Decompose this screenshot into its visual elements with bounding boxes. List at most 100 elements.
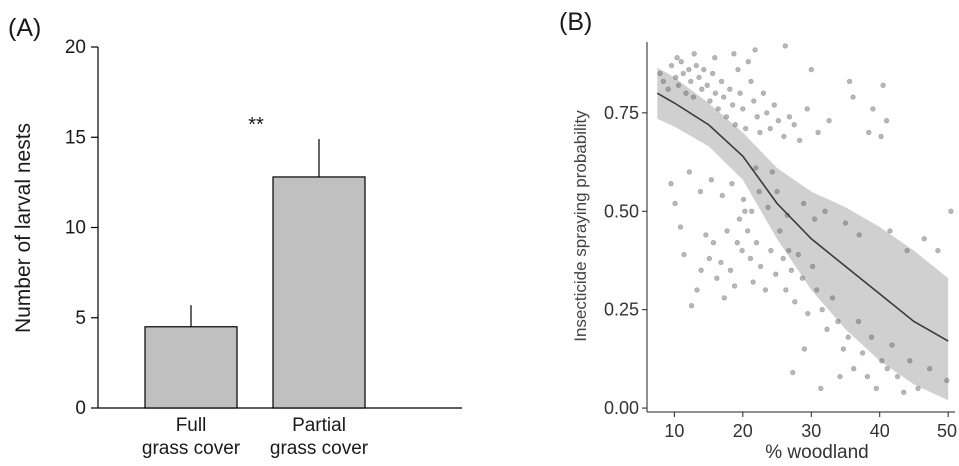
panel-b-point xyxy=(694,287,700,293)
panel-b-y-tick-label: 0.75 xyxy=(604,103,639,123)
panel-b-point xyxy=(926,366,933,372)
panel-a-y-axis-label: Number of larval nests xyxy=(12,123,35,333)
panel-a-bar xyxy=(272,176,366,409)
panel-b-point xyxy=(780,255,786,262)
panel-b-point xyxy=(732,121,738,128)
panel-b-y-tick-label: 0.00 xyxy=(604,398,639,418)
panel-b-point xyxy=(706,255,712,262)
panel-b-point xyxy=(740,196,747,203)
panel-b-point xyxy=(935,247,941,254)
panel-b-point xyxy=(712,54,718,61)
panel-b-point xyxy=(697,188,704,195)
panel-b-point xyxy=(710,240,717,246)
panel-b-point xyxy=(873,385,879,392)
panel-a-y-tick-label: 0 xyxy=(75,398,86,419)
panel-a-x-tick-label: Partial xyxy=(292,415,346,436)
panel-b-point xyxy=(788,267,795,273)
panel-b-point xyxy=(720,94,727,100)
panel-b-point xyxy=(709,70,716,77)
panel-b-x-tick-label: 50 xyxy=(937,421,957,441)
panel-b-point xyxy=(750,279,756,285)
panel-b-point xyxy=(944,377,950,384)
panel-b-point xyxy=(799,275,806,281)
panel-b-axes xyxy=(646,42,955,413)
panel-a-bars xyxy=(144,139,366,409)
panel-b-point xyxy=(822,208,828,215)
panel-b-point xyxy=(879,358,885,364)
panel-b-point xyxy=(782,43,788,49)
panel-a-x-tick-label: grass cover xyxy=(270,438,369,459)
panel-b-point xyxy=(708,177,714,183)
panel-b-point xyxy=(688,303,695,309)
panel-b-scatter-chart: (B) Insecticide spraying probability % w… xyxy=(559,8,957,463)
panel-b-point xyxy=(785,247,792,254)
panel-b-point xyxy=(775,117,782,124)
panel-b-x-ticks: 10 20 30 40 50 xyxy=(664,412,957,441)
panel-b-point xyxy=(791,121,797,128)
panel-b-point xyxy=(829,295,836,301)
panel-b-point xyxy=(752,47,758,53)
panel-b-point xyxy=(729,181,735,187)
panel-b-point xyxy=(751,98,757,104)
panel-b-point xyxy=(691,51,697,57)
panel-b-point xyxy=(842,220,849,226)
panel-b-point xyxy=(774,188,780,195)
panel-b-point xyxy=(729,102,736,108)
panel-b-point xyxy=(915,385,921,392)
panel-b-point xyxy=(675,82,682,89)
panel-a-x-tick-label: grass cover xyxy=(142,438,241,459)
panel-b-point xyxy=(699,86,705,92)
panel-b-y-ticks: 0.00 0.25 0.50 0.75 xyxy=(604,103,647,418)
panel-b-point xyxy=(680,70,686,77)
panel-b-point xyxy=(731,51,737,57)
panel-b-x-tick-label: 20 xyxy=(733,421,753,441)
panel-b-point xyxy=(772,271,779,277)
panel-b-x-tick-label: 30 xyxy=(801,421,821,441)
panel-b-point xyxy=(736,216,743,222)
panel-b-point xyxy=(921,236,927,242)
panel-b-point xyxy=(894,373,901,380)
panel-b-point xyxy=(859,350,866,356)
panel-b-point xyxy=(712,90,719,96)
panel-b-point xyxy=(748,208,755,215)
panel-b-point xyxy=(840,346,847,352)
panel-b-point xyxy=(727,267,734,273)
panel-b-point xyxy=(819,307,825,313)
panel-b-point xyxy=(668,181,674,187)
panel-b-x-tick-label: 10 xyxy=(664,421,684,441)
panel-b-point xyxy=(723,114,730,120)
panel-b-point xyxy=(735,66,741,73)
panel-b-point xyxy=(737,90,743,96)
panel-b-confidence-ribbon xyxy=(657,67,949,401)
panel-b-point xyxy=(677,224,684,230)
panel-a-label: (A) xyxy=(8,14,41,42)
panel-b-point xyxy=(734,240,740,246)
panel-b-point xyxy=(811,216,818,222)
panel-b-point xyxy=(686,66,692,73)
panel-b-point xyxy=(686,169,693,175)
panel-b-x-tick-label: 40 xyxy=(870,421,890,441)
panel-b-point xyxy=(757,263,764,270)
panel-b-point xyxy=(850,94,856,100)
panel-a-y-tick-label: 20 xyxy=(65,37,86,58)
panel-b-point xyxy=(718,259,724,266)
panel-b-point xyxy=(795,251,801,258)
panel-b-point xyxy=(688,78,694,85)
panel-b-point xyxy=(745,58,751,65)
panel-b-point xyxy=(715,106,721,112)
panel-b-point xyxy=(815,129,821,136)
panel-b-point xyxy=(698,267,704,273)
panel-b-point xyxy=(683,90,689,96)
panel-a-y-ticks: 0 5 10 15 20 xyxy=(65,37,98,419)
panel-b-point xyxy=(771,102,777,108)
panel-b-point xyxy=(864,373,871,380)
panel-b-point xyxy=(818,385,824,392)
panel-b-point xyxy=(731,283,738,289)
panel-b-point xyxy=(760,90,767,96)
panel-b-point xyxy=(868,334,875,340)
panel-b-point xyxy=(740,106,746,112)
panel-b-ribbon-area xyxy=(657,67,949,401)
panel-a-y-tick-label: 5 xyxy=(75,308,86,329)
panel-b-point xyxy=(878,133,884,140)
